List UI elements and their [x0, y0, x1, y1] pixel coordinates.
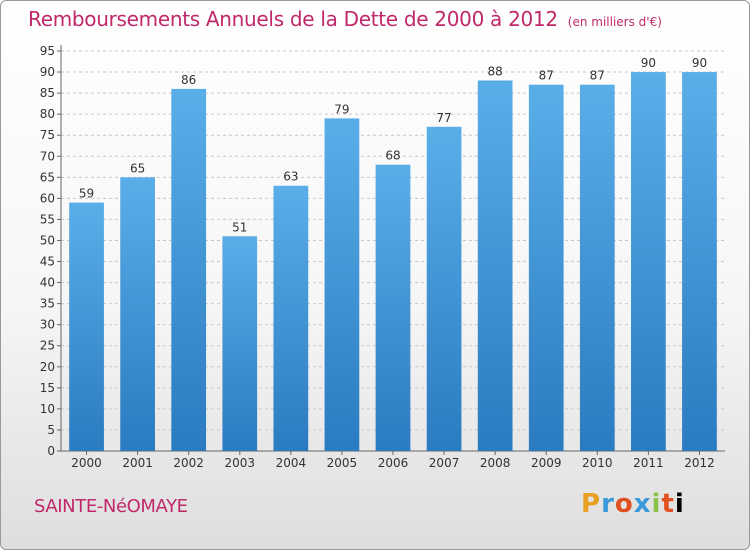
y-tick-label: 5 — [47, 423, 55, 437]
x-tick-label-2008: 2008 — [480, 456, 511, 470]
x-tick-label-2001: 2001 — [122, 456, 153, 470]
y-tick-label: 40 — [40, 276, 55, 290]
bar-2006 — [375, 164, 411, 451]
y-tick-label: 65 — [40, 170, 55, 184]
bar-2011 — [631, 72, 666, 451]
x-tick-label-2009: 2009 — [531, 456, 562, 470]
chart-title: Remboursements Annuels de la Dette de 20… — [28, 7, 662, 31]
y-tick-label: 20 — [40, 360, 55, 374]
y-tick-label: 25 — [40, 339, 55, 353]
y-tick-label: 0 — [47, 444, 55, 458]
data-label-2010: 87 — [590, 69, 605, 83]
y-tick-label: 85 — [40, 86, 55, 100]
y-tick-label: 95 — [40, 44, 55, 58]
data-label-2009: 87 — [539, 69, 554, 83]
bar-2008 — [477, 80, 513, 451]
data-label-2006: 68 — [385, 149, 400, 163]
x-tick-label-2000: 2000 — [71, 456, 102, 470]
y-tick-label: 75 — [40, 128, 55, 142]
bar-2001 — [120, 177, 155, 451]
data-label-2004: 63 — [283, 170, 298, 184]
proxiti-logo: Proxiti — [581, 489, 685, 519]
y-tick-label: 60 — [40, 191, 55, 205]
bar-2010 — [579, 84, 615, 452]
data-label-2000: 59 — [79, 187, 94, 201]
data-label-2012: 90 — [692, 56, 707, 70]
data-label-2011: 90 — [641, 56, 656, 70]
x-tick-label-2005: 2005 — [327, 456, 358, 470]
data-label-2001: 65 — [130, 161, 145, 175]
data-label-2008: 88 — [488, 64, 503, 78]
data-label-2005: 79 — [334, 102, 349, 116]
data-label-2002: 86 — [181, 73, 196, 87]
y-tick-label: 90 — [40, 65, 55, 79]
bar-2003 — [222, 236, 258, 451]
y-tick-label: 70 — [40, 149, 55, 163]
y-tick-label: 50 — [40, 233, 55, 247]
x-tick-label-2006: 2006 — [378, 456, 409, 470]
y-tick-label: 15 — [40, 381, 55, 395]
bar-2004 — [273, 185, 309, 451]
commune-name: SAINTE-NéOMAYE — [34, 496, 188, 517]
y-tick-label: 30 — [40, 318, 55, 332]
bar-2012 — [682, 72, 717, 451]
data-label-2003: 51 — [232, 220, 247, 234]
data-label-2007: 77 — [436, 111, 451, 125]
y-tick-label: 80 — [40, 107, 55, 121]
x-tick-label-2010: 2010 — [582, 456, 613, 470]
x-tick-label-2002: 2002 — [173, 456, 204, 470]
x-tick-label-2012: 2012 — [684, 456, 715, 470]
title-text: Remboursements Annuels de la Dette de 20… — [28, 7, 558, 31]
x-tick-label-2007: 2007 — [429, 456, 460, 470]
y-tick-label: 10 — [40, 402, 55, 416]
x-tick-label-2011: 2011 — [633, 456, 664, 470]
bar-2000 — [69, 202, 104, 451]
bar-2009 — [528, 84, 564, 452]
x-tick-label-2004: 2004 — [276, 456, 307, 470]
y-tick-label: 55 — [40, 212, 55, 226]
y-tick-label: 45 — [40, 255, 55, 269]
title-unit: (en milliers d'€) — [567, 15, 662, 29]
bar-2002 — [171, 88, 207, 451]
y-tick-label: 35 — [40, 297, 55, 311]
x-tick-label-2003: 2003 — [224, 456, 255, 470]
bar-2005 — [324, 118, 360, 452]
bar-2007 — [426, 126, 462, 451]
